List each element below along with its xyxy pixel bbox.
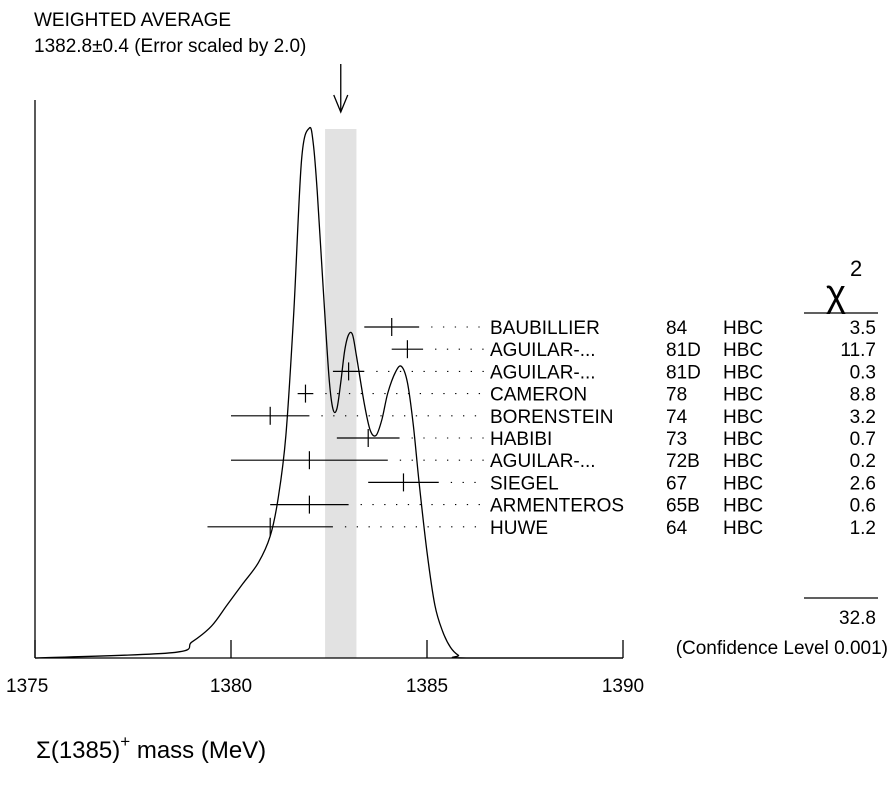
chi2-value: 0.7	[850, 429, 876, 450]
year-label: 81D	[666, 340, 701, 361]
ideogram-curve-layer	[34, 126, 623, 659]
technique-label: HBC	[723, 496, 763, 517]
x-axis-label-sup: +	[120, 732, 130, 751]
chart-subtitle: 1382.8±0.4 (Error scaled by 2.0)	[34, 36, 306, 57]
chi2-value: 3.2	[850, 407, 876, 428]
chi2-symbol: χ	[826, 273, 846, 315]
measurement-row: SIEGEL 67 HBC 2.6	[368, 473, 876, 494]
x-axis-title: Σ(1385)+ mass (MeV)	[36, 732, 266, 764]
year-label: 81D	[666, 362, 701, 383]
x-tick-label: 1380	[210, 676, 252, 697]
technique-label: HBC	[723, 451, 763, 472]
x-axis-label-main: Σ(1385)	[36, 737, 120, 764]
year-label: 72B	[666, 451, 700, 472]
x-tick-label: 1390	[602, 676, 644, 697]
author-label: AGUILAR-...	[490, 340, 596, 361]
confidence-level: (Confidence Level 0.001)	[676, 638, 888, 659]
chi2-value: 1.2	[850, 518, 876, 539]
chi2-value: 0.6	[850, 496, 876, 517]
year-label: 67	[666, 473, 687, 494]
chi2-value: 3.5	[850, 318, 876, 339]
average-arrow	[333, 64, 349, 114]
year-label: 73	[666, 429, 687, 450]
author-label: HABIBI	[490, 429, 552, 450]
technique-label: HBC	[723, 407, 763, 428]
year-label: 64	[666, 518, 688, 539]
author-label: SIEGEL	[490, 473, 559, 494]
technique-label: HBC	[723, 385, 763, 406]
author-label: AGUILAR-...	[490, 451, 596, 472]
svg-text:Σ(1385)+ mass (MeV): Σ(1385)+ mass (MeV)	[36, 732, 266, 764]
chi2-value: 8.8	[850, 385, 876, 406]
technique-label: HBC	[723, 362, 763, 383]
technique-label: HBC	[723, 429, 763, 450]
chi2-value: 0.3	[850, 362, 876, 383]
chi2-exponent: 2	[850, 256, 862, 281]
ideogram-curve	[34, 126, 623, 659]
year-label: 84	[666, 318, 688, 339]
author-label: AGUILAR-...	[490, 362, 596, 383]
chi2-value: 11.7	[840, 340, 876, 361]
measurement-row: HABIBI 73 HBC 0.7	[336, 429, 876, 450]
x-axis-label-tail: mass (MeV)	[130, 737, 266, 764]
measurement-row: AGUILAR-... 81D HBC 11.7	[391, 340, 876, 361]
author-label: BORENSTEIN	[490, 407, 614, 428]
chi2-header: χ 2	[804, 256, 878, 315]
technique-label: HBC	[723, 318, 763, 339]
year-label: 78	[666, 385, 687, 406]
measurement-row: BORENSTEIN 74 HBC 3.2	[231, 406, 876, 428]
technique-label: HBC	[723, 473, 763, 494]
chi2-value: 0.2	[850, 451, 876, 472]
measurement-row: BAUBILLIER 84 HBC 3.5	[364, 318, 876, 339]
technique-label: HBC	[723, 518, 763, 539]
chi2-value: 2.6	[850, 473, 876, 494]
arrow-head	[333, 94, 349, 114]
technique-label: HBC	[723, 340, 763, 361]
measurement-row: AGUILAR-... 72B HBC 0.2	[231, 451, 876, 472]
year-label: 65B	[666, 496, 700, 517]
weighted-average-band	[325, 129, 357, 658]
year-label: 74	[666, 407, 688, 428]
author-label: BAUBILLIER	[490, 318, 600, 339]
measurement-row: CAMERON 78 HBC 8.8	[297, 384, 876, 406]
measurement-row: ARMENTEROS 65B HBC 0.6	[270, 495, 876, 517]
chi2-total: 32.8	[839, 608, 876, 629]
average-band-layer	[325, 129, 357, 658]
x-tick-label: 1375	[6, 676, 48, 697]
chart-title: WEIGHTED AVERAGE	[34, 10, 231, 31]
measurement-row: AGUILAR-... 81D HBC 0.3	[332, 362, 876, 383]
measurement-row: HUWE 64 HBC 1.2	[207, 517, 876, 539]
author-label: ARMENTEROS	[490, 496, 624, 517]
x-axis: 1375 1380 1385 1390	[6, 100, 644, 697]
x-tick-label: 1385	[406, 676, 448, 697]
author-label: CAMERON	[490, 385, 587, 406]
author-label: HUWE	[490, 518, 548, 539]
